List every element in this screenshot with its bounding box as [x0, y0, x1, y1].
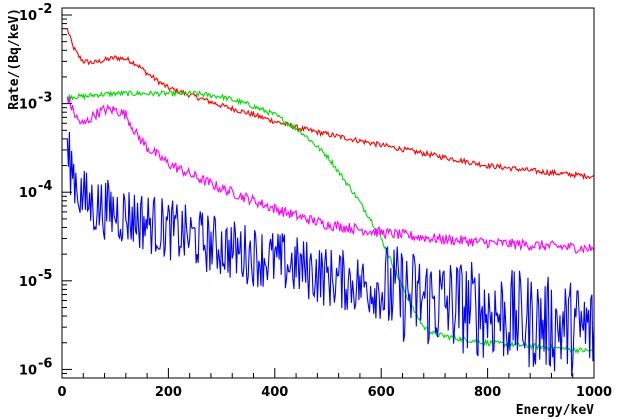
x-tick-label: 1000 [576, 385, 612, 400]
series-2-line [66, 89, 595, 355]
x-tick-label: 800 [474, 385, 501, 400]
x-axis-title: Energy/keV [516, 403, 594, 418]
series-1-line [66, 27, 595, 181]
series-layer [66, 27, 595, 377]
y-tick-label: 10 [19, 186, 37, 201]
x-tick-label: 200 [155, 385, 182, 400]
y-tick-label: 10 [19, 9, 37, 24]
y-tick-exponent: -2 [38, 2, 52, 17]
x-tick-label: 0 [57, 385, 66, 400]
x-tick-label: 600 [368, 385, 395, 400]
plot-frame [61, 7, 595, 379]
y-tick-label: 10 [19, 363, 37, 378]
x-tick-label: 400 [261, 385, 288, 400]
y-tick-exponent: -6 [38, 356, 52, 371]
y-tick-exponent: -4 [38, 179, 52, 194]
series-4-line [66, 131, 595, 377]
series-3-line [66, 96, 595, 254]
tick-layer [61, 14, 595, 379]
y-tick-label: 10 [19, 98, 37, 113]
y-axis-title: Rate/(Bq/keV) [7, 8, 22, 110]
y-tick-exponent: -5 [38, 268, 52, 283]
y-tick-label: 10 [19, 275, 37, 290]
y-tick-exponent: -3 [38, 91, 52, 106]
